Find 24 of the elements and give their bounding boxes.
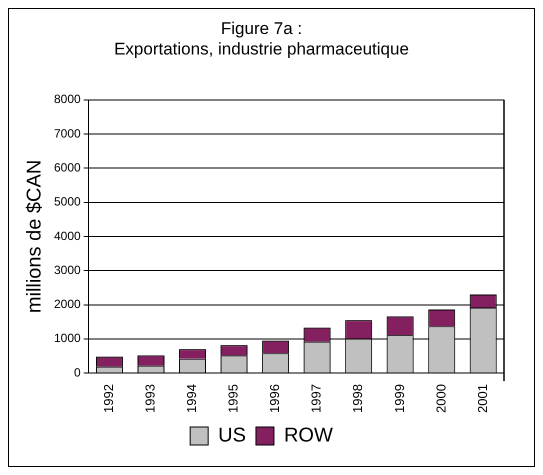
text: Exportations, industrie pharmaceutique (114, 39, 409, 58)
y-tick-label: 3000 (54, 262, 82, 277)
y-tick-label: 2000 (54, 297, 82, 312)
y-tick-label: 8000 (54, 92, 82, 106)
x-tick-label: 1993 (142, 384, 158, 413)
y-tick-label: 5000 (54, 194, 82, 209)
x-tick-label: 1999 (392, 384, 407, 413)
y-tick-label: 1000 (54, 331, 82, 346)
legend-label: US (218, 424, 246, 447)
y-tick-label: 6000 (54, 160, 82, 174)
y-tick-label: 0 (74, 365, 82, 380)
x-tick-label: 1998 (350, 384, 366, 413)
text: Figure 7a : (220, 18, 302, 38)
y-tick-label: 4000 (54, 228, 82, 243)
x-tick-label: 2001 (474, 384, 490, 413)
y-tick-label: 7000 (54, 126, 82, 140)
x-tick-label: 1994 (184, 384, 200, 413)
legend-label: ROW (284, 424, 333, 447)
x-tick-label: 1996 (267, 384, 282, 413)
x-tick-label: 1992 (101, 384, 116, 413)
x-tick-label: 1995 (226, 384, 241, 413)
x-tick-label: 1997 (308, 384, 324, 413)
x-tick-label: 2000 (433, 384, 448, 413)
y-axis-title: millions de $CAN (24, 160, 46, 314)
